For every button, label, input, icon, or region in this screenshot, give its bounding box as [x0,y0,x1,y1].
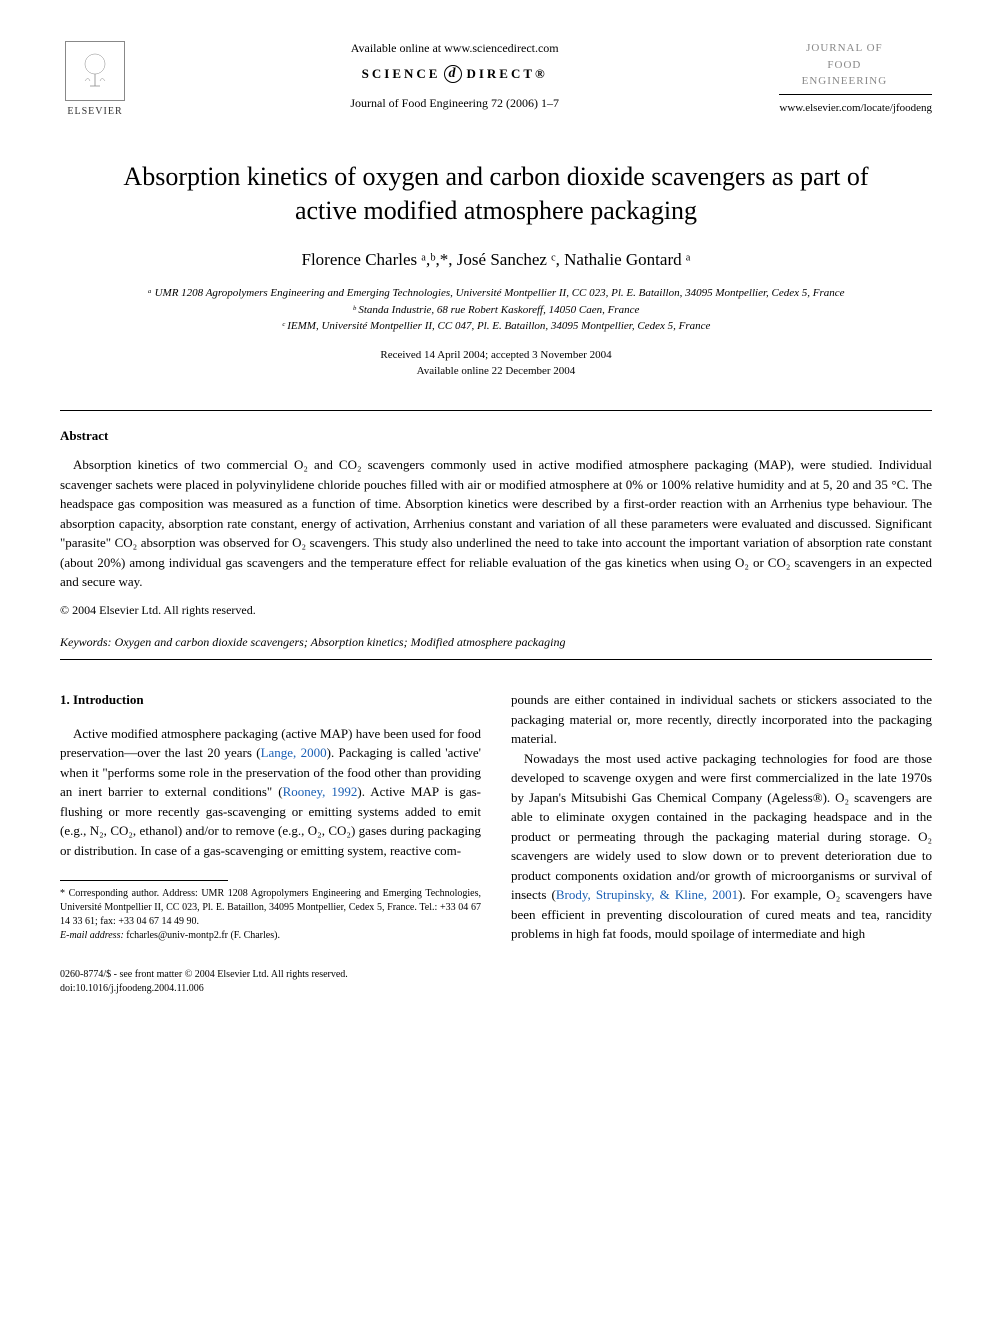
article-title: Absorption kinetics of oxygen and carbon… [100,160,892,228]
intro-para-2: Nowadays the most used active packaging … [511,749,932,944]
available-online-text: Available online at www.sciencedirect.co… [150,40,759,57]
journal-url: www.elsevier.com/locate/jfoodeng [779,101,932,116]
footer-line1: 0260-8774/$ - see front matter © 2004 El… [60,968,932,982]
footnote-divider [60,880,228,881]
science-direct-icon: d [444,65,462,83]
introduction-heading: 1. Introduction [60,690,481,710]
abstract-top-divider [60,410,932,411]
intro-text-2a: Nowadays the most used active packaging … [511,751,932,903]
footer-line2: doi:10.1016/j.jfoodeng.2004.11.006 [60,982,932,996]
journal-reference: Journal of Food Engineering 72 (2006) 1–… [150,95,759,112]
citation-brody[interactable]: Brody, Strupinsky, & Kline, 2001 [556,887,738,902]
right-column: pounds are either contained in individua… [511,690,932,944]
journal-title-line1: JOURNAL OF [779,40,909,57]
keywords-label: Keywords: [60,635,112,649]
citation-rooney[interactable]: Rooney, 1992 [283,784,358,799]
journal-title-divider [779,94,932,95]
citation-lange[interactable]: Lange, 2000 [261,745,327,760]
email-label: E-mail address: [60,930,124,941]
intro-para-1-cont: pounds are either contained in individua… [511,690,932,749]
journal-title-block: JOURNAL OF FOOD ENGINEERING www.elsevier… [779,40,932,116]
keywords: Keywords: Oxygen and carbon dioxide scav… [60,634,932,651]
science-direct-logo: SCIENCE d DIRECT® [150,65,759,83]
header-row: ELSEVIER Available online at www.science… [60,40,932,120]
left-column: 1. Introduction Active modified atmosphe… [60,690,481,944]
dates: Received 14 April 2004; accepted 3 Novem… [60,347,932,380]
dates-received: Received 14 April 2004; accepted 3 Novem… [60,347,932,364]
science-direct-left: SCIENCE [362,65,441,83]
intro-para-1: Active modified atmosphere packaging (ac… [60,724,481,861]
affiliation-b: ᵇ Standa Industrie, 68 rue Robert Kaskor… [60,302,932,319]
keywords-bottom-divider [60,659,932,660]
body-columns: 1. Introduction Active modified atmosphe… [60,690,932,944]
affiliations: ᵃ UMR 1208 Agropolymers Engineering and … [60,285,932,335]
journal-title-line3: ENGINEERING [779,73,909,90]
elsevier-label: ELSEVIER [67,105,122,119]
affiliation-c: ᶜ IEMM, Université Montpellier II, CC 04… [60,318,932,335]
footnote-corresponding: * Corresponding author. Address: UMR 120… [60,887,481,929]
dates-available: Available online 22 December 2004 [60,363,932,380]
elsevier-tree-icon [65,41,125,101]
abstract-heading: Abstract [60,427,932,445]
authors: Florence Charles ᵃ,ᵇ,*, José Sanchez ᶜ, … [60,248,932,272]
footnote-email: E-mail address: fcharles@univ-montp2.fr … [60,929,481,943]
affiliation-a: ᵃ UMR 1208 Agropolymers Engineering and … [60,285,932,302]
footer: 0260-8774/$ - see front matter © 2004 El… [60,968,932,996]
email-address: fcharles@univ-montp2.fr (F. Charles). [124,930,280,941]
abstract-text: Absorption kinetics of two commercial O₂… [60,455,932,592]
elsevier-logo: ELSEVIER [60,40,130,120]
journal-title-line2: FOOD [779,57,909,74]
header-center: Available online at www.sciencedirect.co… [130,40,779,112]
keywords-text: Oxygen and carbon dioxide scavengers; Ab… [112,635,566,649]
journal-title-box: JOURNAL OF FOOD ENGINEERING [779,40,909,90]
science-direct-right: DIRECT® [466,65,547,83]
abstract-copyright: © 2004 Elsevier Ltd. All rights reserved… [60,602,932,619]
